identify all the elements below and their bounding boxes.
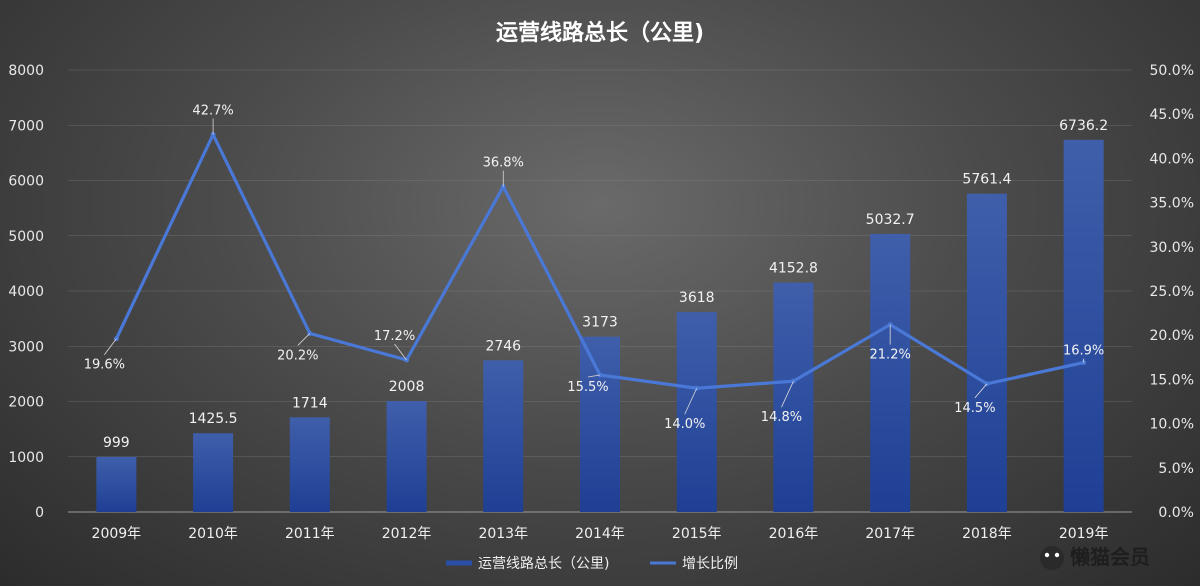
chart-title: 运营线路总长（公里) bbox=[496, 20, 704, 46]
line-layer: 19.6% 42.7% 20.2% 17.2% 36.8% 15.5% 14.0% 14.8%… bbox=[84, 104, 1105, 433]
line-value-label: 21.2% bbox=[870, 348, 911, 363]
y-right-tick-label: 25.0% bbox=[1150, 284, 1194, 300]
line-value-label: 14.8% bbox=[761, 410, 802, 425]
label-leader bbox=[297, 333, 311, 346]
line-value-label: 36.8% bbox=[483, 156, 524, 171]
right-axis: 0.0% 5.0% 10.0% 15.0% 20.0% 25.0% 30.0% 35.0% 40… bbox=[1150, 63, 1194, 521]
x-tick-label: 2009年 bbox=[92, 526, 142, 542]
x-tick-label: 2018年 bbox=[962, 526, 1012, 542]
bar bbox=[96, 456, 137, 512]
x-tick-label: 2019年 bbox=[1059, 526, 1109, 542]
x-tick-label: 2010年 bbox=[188, 526, 238, 542]
y-left-tick-label: 5000 bbox=[8, 229, 44, 245]
y-left-tick-label: 3000 bbox=[8, 339, 44, 355]
bar-value-label: 999 bbox=[103, 435, 130, 451]
y-right-tick-label: 50.0% bbox=[1150, 63, 1194, 79]
y-right-tick-label: 20.0% bbox=[1150, 328, 1194, 344]
line-value-label: 14.0% bbox=[664, 417, 705, 432]
bar-value-label: 1425.5 bbox=[189, 411, 238, 427]
line-value-label: 42.7% bbox=[192, 104, 233, 119]
y-right-tick-label: 10.0% bbox=[1150, 417, 1194, 433]
y-left-tick-label: 0 bbox=[35, 505, 44, 521]
y-right-tick-label: 5.0% bbox=[1158, 461, 1194, 477]
bar-value-label: 3618 bbox=[679, 290, 715, 306]
bar-value-label: 3173 bbox=[582, 315, 618, 331]
label-leader bbox=[684, 388, 698, 415]
y-right-tick-label: 35.0% bbox=[1150, 196, 1194, 212]
bar bbox=[1063, 139, 1104, 512]
y-left-tick-label: 8000 bbox=[8, 63, 44, 79]
label-leader bbox=[974, 383, 988, 399]
x-tick-label: 2011年 bbox=[285, 526, 335, 542]
y-left-tick-label: 6000 bbox=[8, 174, 44, 190]
label-leader bbox=[104, 338, 117, 355]
line-value-label: 20.2% bbox=[277, 348, 318, 363]
bar-value-label: 4152.8 bbox=[769, 261, 818, 277]
bar bbox=[193, 433, 234, 512]
legend-label-line: 增长比例 bbox=[682, 556, 738, 572]
y-right-tick-label: 45.0% bbox=[1150, 107, 1194, 123]
y-left-tick-label: 7000 bbox=[8, 118, 44, 134]
bars-layer: 999 1425.5 1714 2008 2746 3173 3618 4152.8 5032.… bbox=[96, 118, 1108, 512]
x-tick-label: 2012年 bbox=[382, 526, 432, 542]
x-tick-label: 2014年 bbox=[575, 526, 625, 542]
line-value-label: 16.9% bbox=[1063, 344, 1104, 359]
y-right-tick-label: 0.0% bbox=[1158, 505, 1194, 521]
legend-label-bar: 运营线路总长（公里) bbox=[478, 556, 609, 572]
bar bbox=[676, 312, 717, 512]
bar bbox=[773, 282, 814, 512]
line-value-label: 19.6% bbox=[84, 358, 125, 373]
bar bbox=[483, 360, 524, 512]
bar bbox=[870, 233, 911, 512]
y-left-tick-label: 4000 bbox=[8, 284, 44, 300]
y-left-tick-label: 2000 bbox=[8, 395, 44, 411]
y-right-tick-label: 15.0% bbox=[1150, 372, 1194, 388]
bar bbox=[386, 401, 427, 512]
x-tick-label: 2015年 bbox=[672, 526, 722, 542]
x-tick-label: 2017年 bbox=[865, 526, 915, 542]
y-left-tick-label: 1000 bbox=[8, 450, 44, 466]
bar bbox=[966, 193, 1007, 512]
bar-value-label: 5761.4 bbox=[962, 172, 1011, 188]
bar-value-label: 2008 bbox=[389, 379, 425, 395]
cat-logo-icon bbox=[1040, 546, 1064, 570]
x-axis: 2009年 2010年 2011年 2012年 2013年 2014年 2015年 2016年… bbox=[92, 526, 1109, 542]
bar bbox=[580, 336, 620, 512]
label-leader bbox=[781, 381, 794, 408]
y-right-tick-label: 40.0% bbox=[1150, 151, 1194, 167]
left-axis: 0 1000 2000 3000 4000 5000 6000 7000 8000 bbox=[8, 63, 44, 521]
line-value-label: 17.2% bbox=[374, 329, 415, 344]
bar-value-label: 2746 bbox=[485, 338, 521, 354]
bar bbox=[289, 417, 330, 512]
x-tick-label: 2016年 bbox=[769, 526, 819, 542]
grid-layer bbox=[68, 69, 1132, 513]
label-leader bbox=[587, 374, 601, 378]
line-value-label: 14.5% bbox=[954, 401, 995, 416]
label-leader bbox=[394, 343, 407, 361]
bar-value-label: 5032.7 bbox=[866, 212, 915, 228]
x-tick-label: 2013年 bbox=[478, 526, 528, 542]
logo-text: 懒猫会员 bbox=[1070, 545, 1150, 569]
bar-value-label: 6736.2 bbox=[1059, 118, 1108, 134]
legend: 运营线路总长（公里) 增长比例 bbox=[446, 556, 738, 572]
line-value-label: 15.5% bbox=[567, 380, 608, 395]
brand-logo: 懒猫会员 bbox=[1040, 545, 1150, 570]
bar-value-label: 1714 bbox=[292, 395, 328, 411]
y-right-tick-label: 30.0% bbox=[1150, 240, 1194, 256]
